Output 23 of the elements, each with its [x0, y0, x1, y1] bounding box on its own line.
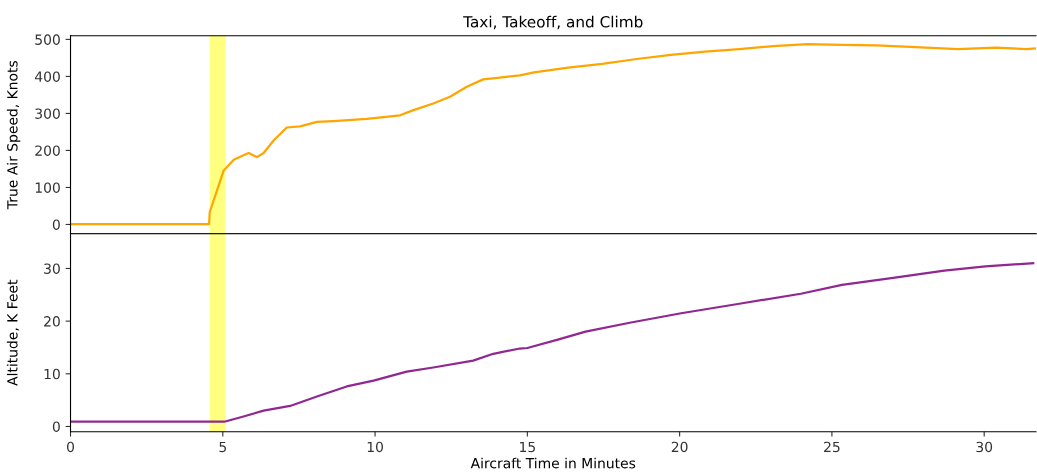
y-tick-label: 400: [34, 71, 60, 82]
y-tick-label: 300: [35, 108, 60, 119]
y-tick-label: 0: [52, 421, 60, 432]
y-tick-label: 500: [35, 34, 60, 45]
y-tick-label: 10: [44, 368, 60, 380]
y-tick-label: 0: [52, 219, 60, 230]
y-axis-title: True Air Speed, Knots: [6, 60, 21, 210]
x-tick-label: 10: [367, 441, 383, 453]
x-axis-title: Aircraft Time in Minutes: [470, 457, 636, 469]
x-tick-label: 5: [219, 441, 226, 453]
y-tick-label: 200: [35, 145, 60, 156]
x-tick-label: 15: [520, 441, 535, 453]
y-axis-title: Altitude, K Feet: [6, 279, 20, 386]
chart-title: Taxi, Takeoff, and Climb: [463, 15, 643, 30]
x-tick-label: 25: [824, 441, 840, 453]
line-series: [70, 43, 1036, 226]
x-tick-label: 20: [671, 441, 688, 453]
y-tick-label: 30: [44, 263, 60, 274]
x-tick-label: 30: [976, 441, 993, 453]
line-series: [70, 262, 1035, 423]
y-tick-label: 100: [35, 182, 60, 193]
y-tick-label: 20: [44, 316, 60, 327]
x-tick-label: 0: [67, 441, 75, 453]
